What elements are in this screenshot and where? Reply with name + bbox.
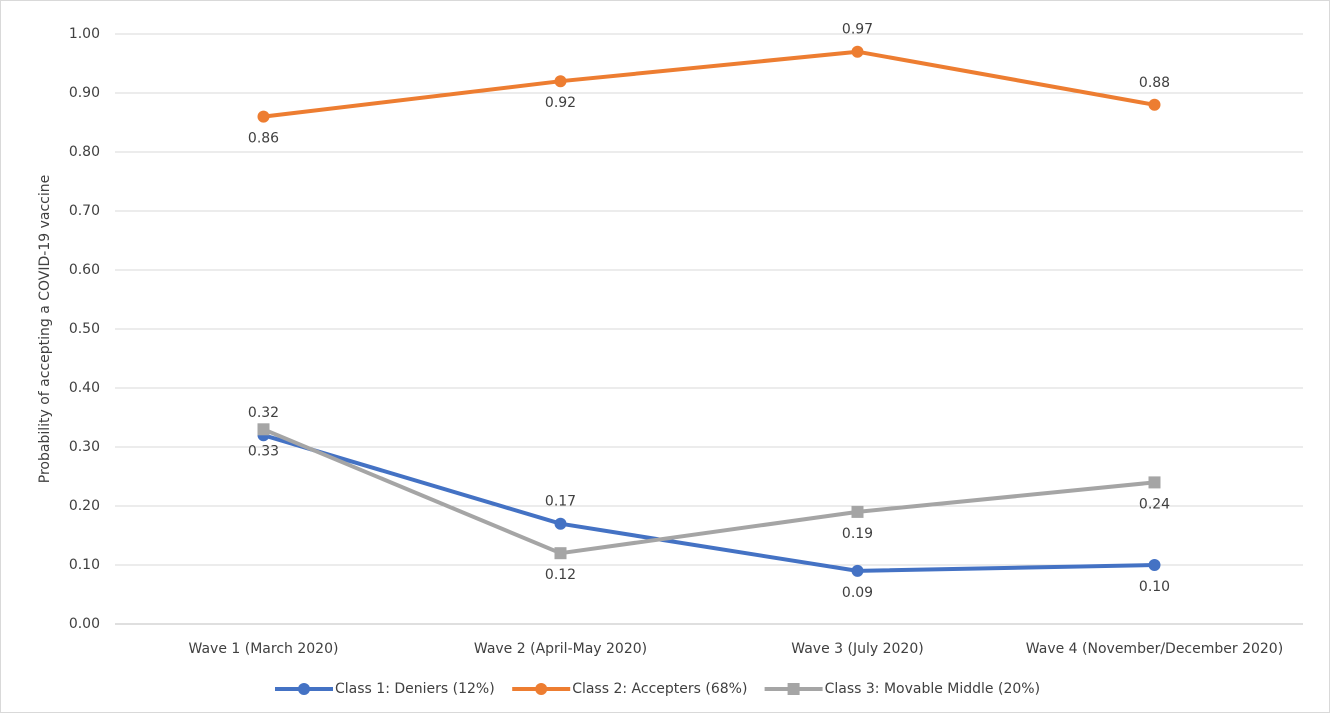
- y-tick-label: 0.40: [69, 380, 100, 396]
- y-tick-label: 0.80: [69, 144, 100, 160]
- marker: [257, 423, 270, 436]
- data-label: 0.88: [1139, 75, 1170, 91]
- legend-label: Class 1: Deniers (12%): [335, 681, 495, 697]
- y-tick-label: 0.10: [69, 557, 100, 573]
- marker: [851, 564, 864, 577]
- data-label: 0.19: [842, 526, 873, 542]
- y-tick-label: 0.60: [69, 262, 100, 278]
- y-tick-label: 0.70: [69, 203, 100, 219]
- marker: [257, 110, 270, 123]
- legend-label: Class 3: Movable Middle (20%): [825, 681, 1040, 697]
- y-tick-label: 0.00: [69, 616, 100, 632]
- y-tick-label: 0.90: [69, 85, 100, 101]
- data-label: 0.09: [842, 585, 873, 601]
- marker: [554, 547, 567, 560]
- marker: [851, 505, 864, 518]
- x-tick-label: Wave 1 (March 2020): [189, 641, 339, 657]
- series-line: [263, 49, 1155, 119]
- data-label: 0.12: [545, 567, 576, 583]
- marker: [1148, 559, 1161, 571]
- x-tick-label: Wave 4 (November/December 2020): [1026, 641, 1283, 657]
- y-tick-label: 0.30: [69, 439, 100, 455]
- legend-label: Class 2: Accepters (68%): [572, 681, 747, 697]
- data-label: 0.17: [545, 494, 576, 510]
- data-label: 0.10: [1139, 579, 1170, 595]
- legend-marker: [787, 683, 800, 695]
- data-label: 0.97: [842, 22, 873, 38]
- data-label: 0.33: [248, 443, 279, 459]
- legend-marker: [535, 683, 548, 695]
- y-tick-label: 0.50: [69, 321, 100, 337]
- x-tick-label: Wave 2 (April-May 2020): [474, 641, 647, 657]
- y-tick-label: 0.20: [69, 498, 100, 514]
- data-label: 0.24: [1139, 496, 1170, 512]
- data-label: 0.92: [545, 95, 576, 111]
- legend-marker: [298, 683, 310, 695]
- marker: [1148, 98, 1161, 111]
- marker: [554, 75, 567, 88]
- data-label: 0.32: [248, 405, 279, 421]
- marker: [1148, 476, 1161, 489]
- series-line: [262, 427, 1155, 556]
- data-label: 0.86: [248, 131, 279, 147]
- y-axis-title: Probability of accepting a COVID-19 vacc…: [37, 175, 53, 483]
- y-tick-label: 1.00: [69, 26, 100, 42]
- x-tick-label: Wave 3 (July 2020): [791, 641, 923, 657]
- marker: [851, 45, 864, 58]
- series-line: [262, 433, 1155, 573]
- marker: [554, 517, 567, 530]
